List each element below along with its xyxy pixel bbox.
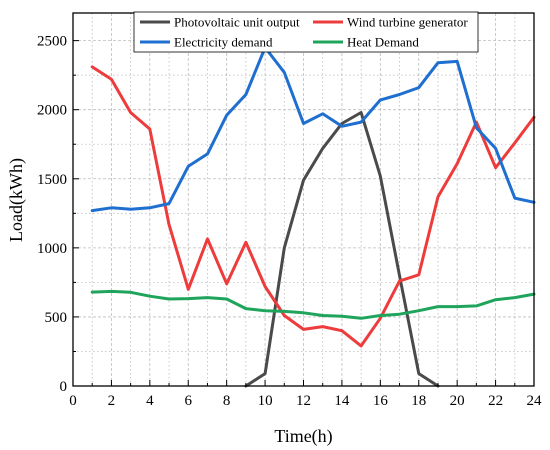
x-tick-label: 24 bbox=[527, 393, 543, 409]
series-line-electricity-demand bbox=[90, 46, 536, 213]
y-tick-label: 1000 bbox=[37, 241, 67, 257]
series-line-wind-turbine-generator bbox=[90, 65, 536, 348]
x-tick-label: 8 bbox=[223, 393, 231, 409]
y-tick-label: 2000 bbox=[37, 103, 67, 119]
legend-label-photovoltaic-unit-output: Photovoltaic unit output bbox=[174, 15, 300, 30]
legend-label-electricity-demand: Electricity demand bbox=[174, 35, 273, 50]
series-line-heat-demand bbox=[90, 289, 536, 320]
legend: Photovoltaic unit output Wind turbine gen… bbox=[133, 11, 479, 53]
y-axis-title: Load(kWh) bbox=[6, 158, 27, 242]
x-axis-title: Time(h) bbox=[274, 426, 332, 447]
x-tick-label: 4 bbox=[146, 393, 154, 409]
series-lines bbox=[90, 46, 536, 388]
legend-box bbox=[133, 11, 479, 53]
x-tick-label: 14 bbox=[334, 393, 350, 409]
x-tick-label: 12 bbox=[296, 393, 311, 409]
series-line-photovoltaic-unit-output bbox=[244, 111, 440, 388]
x-tick-label: 20 bbox=[450, 393, 465, 409]
x-tick-label: 6 bbox=[185, 393, 193, 409]
x-tick-label: 0 bbox=[69, 393, 77, 409]
x-tick-label: 10 bbox=[258, 393, 273, 409]
y-tick-label: 0 bbox=[60, 379, 68, 395]
x-tick-label: 2 bbox=[108, 393, 116, 409]
axis-ticks: 0 2 4 6 8 10 12 14 16 18 20 22 240500100015002000250… bbox=[37, 34, 542, 409]
legend-label-wind-turbine-generator: Wind turbine generator bbox=[347, 15, 468, 30]
legend-label-heat-demand: Heat Demand bbox=[347, 35, 419, 50]
y-tick-label: 500 bbox=[45, 310, 68, 326]
x-tick-label: 18 bbox=[411, 393, 426, 409]
y-tick-label: 2500 bbox=[37, 34, 67, 50]
x-tick-label: 22 bbox=[488, 393, 503, 409]
x-tick-label: 16 bbox=[373, 393, 389, 409]
y-tick-label: 1500 bbox=[37, 172, 67, 188]
